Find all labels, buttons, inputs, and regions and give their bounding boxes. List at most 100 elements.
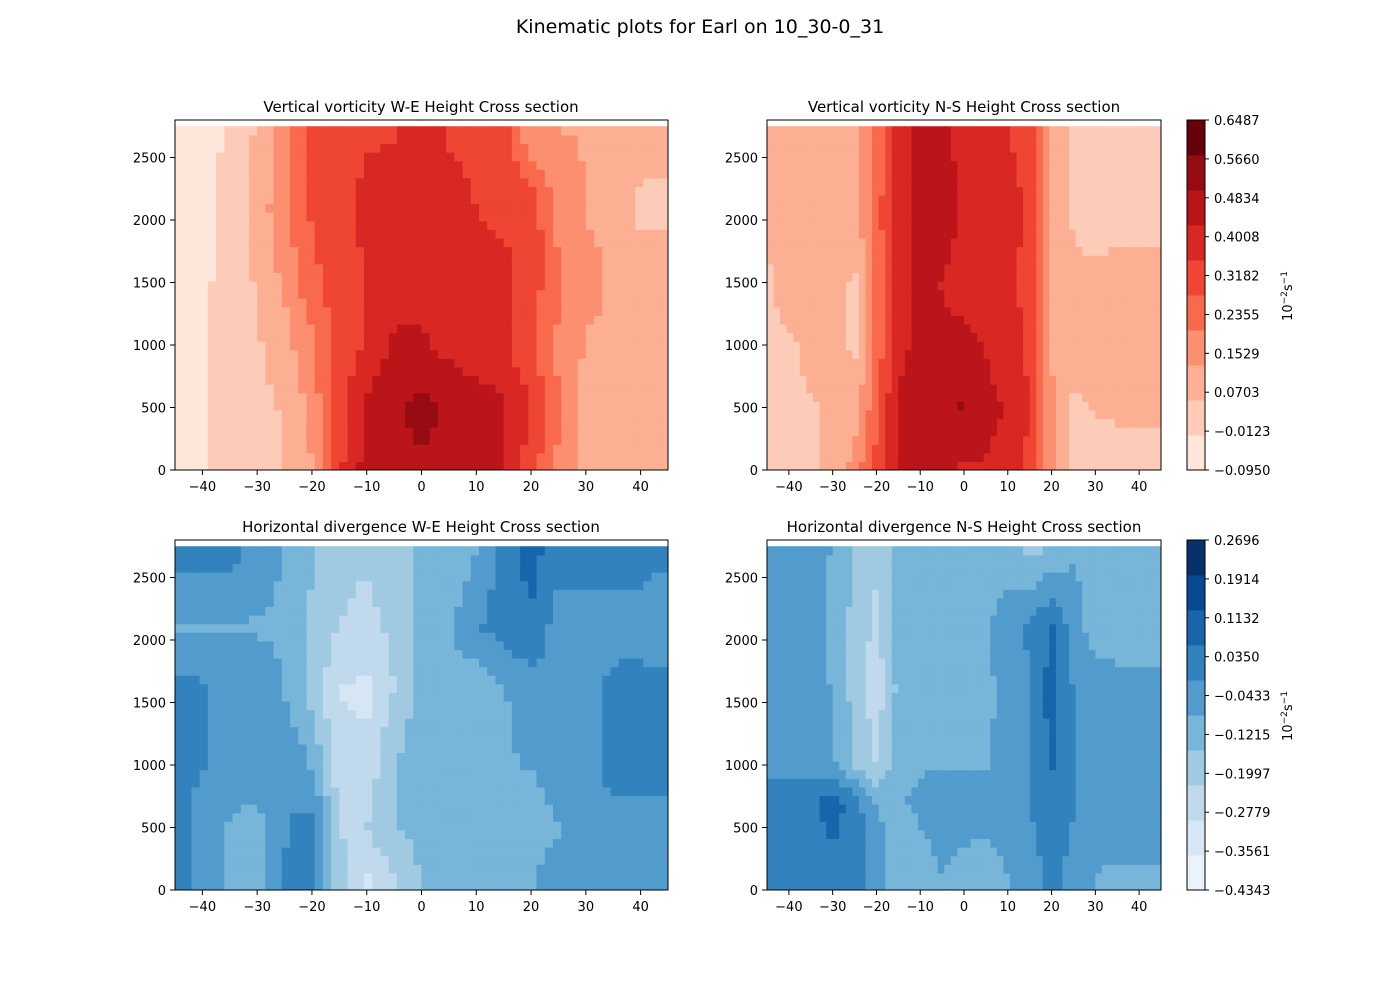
contour-cell	[832, 444, 840, 454]
contour-cell	[520, 195, 529, 205]
contour-cell	[635, 229, 644, 239]
contour-cell	[643, 177, 653, 187]
contour-cell	[355, 126, 365, 136]
contour-cell	[1003, 298, 1011, 308]
contour-cell	[643, 435, 653, 445]
contour-cell	[446, 444, 455, 454]
contour-cell	[767, 152, 775, 162]
contour-cell	[878, 203, 886, 213]
contour-cell	[1049, 392, 1057, 402]
contour-cell	[314, 881, 324, 890]
contour-cell	[878, 444, 886, 454]
contour-cell	[1141, 126, 1149, 136]
contour-cell	[183, 298, 193, 308]
contour-cell	[314, 452, 324, 462]
contour-cell	[487, 220, 497, 230]
contour-cell	[1134, 143, 1142, 153]
contour-cell	[528, 332, 538, 342]
contour-cell	[826, 160, 834, 170]
contour-cell	[1141, 272, 1149, 282]
contour-cell	[585, 220, 595, 230]
contour-cell	[273, 246, 283, 256]
contour-cell	[799, 246, 807, 256]
contour-cell	[618, 169, 628, 179]
contour-cell	[1042, 229, 1050, 239]
contour-cell	[322, 246, 332, 256]
contour-cell	[207, 444, 217, 454]
contour-cell	[446, 306, 455, 316]
contour-cell	[1016, 341, 1024, 351]
contour-cell	[839, 177, 847, 187]
contour-cell	[602, 237, 612, 248]
contour-cell	[832, 263, 840, 273]
contour-cell	[832, 427, 840, 437]
contour-cell	[977, 392, 985, 402]
contour-cell	[1023, 263, 1031, 273]
contour-cell	[1134, 255, 1142, 265]
contour-cell	[216, 289, 225, 299]
contour-cell	[396, 255, 406, 265]
contour-cell	[470, 452, 480, 462]
contour-cell	[1075, 409, 1083, 420]
contour-cell	[780, 358, 788, 368]
contour-cell	[878, 134, 886, 145]
contour-cell	[199, 212, 209, 222]
contour-cell	[1075, 237, 1083, 248]
contour-cell	[454, 452, 464, 462]
contour-cell	[207, 272, 217, 282]
contour-cell	[1115, 203, 1123, 213]
contour-cell	[1147, 186, 1156, 196]
contour-cell	[487, 255, 497, 265]
contour-cell	[470, 323, 480, 334]
contour-cell	[944, 169, 952, 179]
contour-cell	[388, 427, 398, 437]
contour-cell	[495, 195, 505, 205]
contour-cell	[503, 384, 513, 394]
contour-cell	[224, 177, 234, 187]
contour-cell	[1055, 358, 1064, 368]
contour-cell	[454, 332, 464, 342]
contour-cell	[396, 375, 406, 385]
contour-cell	[396, 349, 406, 359]
contour-cell	[470, 280, 480, 291]
contour-cell	[1082, 409, 1090, 420]
contour-cell	[363, 306, 373, 316]
contour-cell	[1154, 272, 1161, 282]
contour-cell	[812, 177, 821, 187]
contour-cell	[594, 160, 603, 170]
contour-cell	[610, 461, 620, 470]
contour-cell	[175, 134, 184, 145]
contour-cell	[1141, 315, 1149, 325]
contour-cell	[1154, 263, 1161, 273]
contour-cell	[290, 246, 299, 256]
contour-cell	[257, 461, 266, 470]
contour-cell	[977, 220, 985, 230]
contour-cell	[1134, 134, 1142, 145]
contour-cell	[1009, 143, 1018, 153]
contour-cell	[1029, 384, 1037, 394]
contour-cell	[970, 246, 978, 256]
contour-cell	[191, 152, 201, 162]
contour-cell	[265, 203, 275, 213]
contour-cell	[898, 366, 906, 377]
contour-cell	[1003, 323, 1011, 334]
contour-cell	[918, 246, 926, 256]
contour-cell	[1069, 418, 1077, 428]
contour-cell	[454, 298, 464, 308]
contour-cell	[865, 160, 873, 170]
contour-cell	[1088, 298, 1096, 308]
contour-cell	[380, 349, 390, 359]
contour-cell	[1141, 306, 1149, 316]
contour-cell	[429, 435, 439, 445]
contour-cell	[380, 435, 390, 445]
contour-cell	[773, 160, 781, 170]
contour-cell	[248, 306, 258, 316]
contour-cell	[322, 195, 332, 205]
contour-cell	[207, 143, 217, 153]
contour-cell	[561, 195, 570, 205]
contour-cell	[635, 366, 644, 377]
contour-cell	[970, 452, 978, 462]
contour-cell	[331, 152, 340, 162]
contour-cell	[944, 237, 952, 248]
contour-cell	[832, 126, 840, 136]
